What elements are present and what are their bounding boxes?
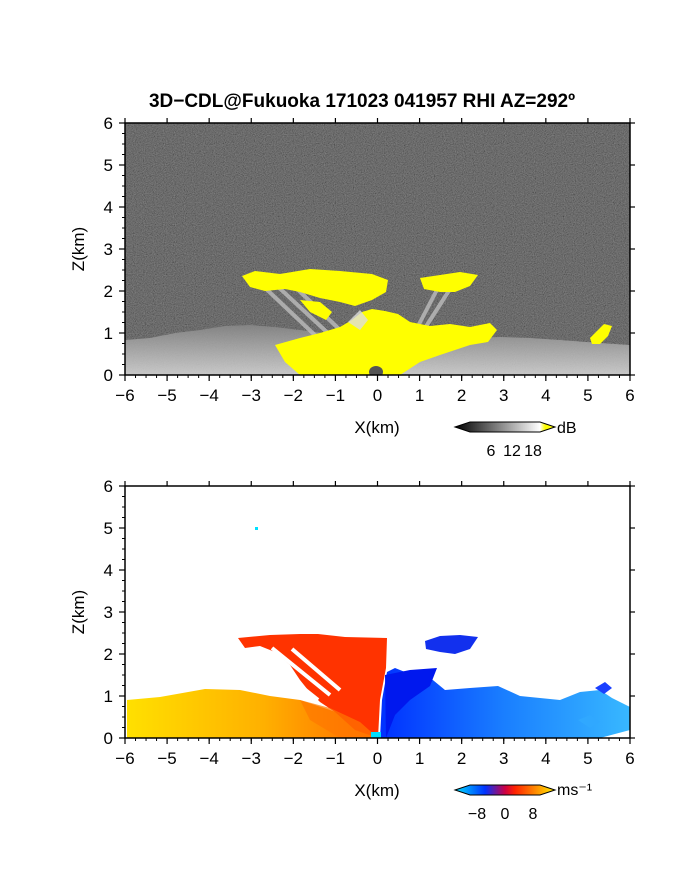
- y-tick-label: 1: [104, 687, 113, 706]
- y-tick-label: 6: [104, 114, 113, 133]
- x-tick-label: −4: [199, 749, 218, 768]
- x-tick-label: −3: [242, 749, 261, 768]
- y-tick-label: 3: [104, 603, 113, 622]
- x-tick-label: 6: [625, 386, 634, 405]
- x-tick-label: 3: [499, 749, 508, 768]
- velocity-heatmap: [125, 486, 630, 738]
- velocity-gaps: [253, 646, 342, 702]
- x-tick-label: −6: [115, 386, 134, 405]
- chart-title: 3D−CDL@Fukuoka 171023 041957 RHI AZ=292º: [149, 91, 575, 112]
- colorbar-tick-label: 18: [524, 443, 542, 460]
- y-tick-label: 4: [104, 561, 113, 580]
- colorbar-tick-label: 6: [487, 443, 496, 460]
- velocity-x-label: X(km): [354, 781, 399, 800]
- positive-velocity-layer: [127, 689, 376, 738]
- x-tick-label: 4: [541, 749, 550, 768]
- x-tick-label: 1: [415, 386, 424, 405]
- velocity-panel: −6 −5 −4 −3 −2 −1 0 1 2 3 4 5 6 0 1 2 3 4 5 6 X(km) Z(km) m…: [69, 477, 635, 823]
- x-tick-label: −1: [326, 386, 345, 405]
- x-tick-label: 1: [415, 749, 424, 768]
- y-tick-label: 2: [104, 645, 113, 664]
- x-tick-label: 4: [541, 386, 550, 405]
- upper-layer-left-echo: [242, 269, 388, 306]
- velocity-colorbar: ms⁻¹ −8 0 8: [453, 782, 592, 823]
- y-tick-label: 5: [104, 156, 113, 175]
- y-tick-label: 2: [104, 282, 113, 301]
- x-tick-label: 5: [583, 386, 592, 405]
- x-tick-label: −3: [242, 386, 261, 405]
- reflectivity-axes: −6 −5 −4 −3 −2 −1 0 1 2 3 4 5 6 0 1 2 3 4 5 6: [104, 114, 635, 405]
- velocity-axes: −6 −5 −4 −3 −2 −1 0 1 2 3 4 5 6 0 1 2 3 4 5 6: [104, 477, 635, 768]
- isolated-right-echo: [590, 324, 612, 344]
- y-tick-label: 3: [104, 240, 113, 259]
- negative-velocity-layer: [380, 668, 630, 738]
- x-tick-label: −4: [199, 386, 218, 405]
- x-tick-label: 3: [499, 386, 508, 405]
- x-tick-label: −5: [157, 749, 176, 768]
- upper-layer-right-echo: [420, 272, 478, 292]
- x-tick-label: 6: [625, 749, 634, 768]
- y-tick-label: 1: [104, 324, 113, 343]
- velocity-colorbar-unit: ms⁻¹: [557, 782, 592, 799]
- colorbar-tick-label: 12: [503, 443, 521, 460]
- y-tick-label: 0: [104, 729, 113, 748]
- reflectivity-y-label: Z(km): [69, 227, 88, 271]
- negative-upper-layer: [425, 635, 478, 654]
- x-tick-label: 5: [583, 749, 592, 768]
- x-tick-label: −5: [157, 386, 176, 405]
- x-tick-label: 2: [457, 749, 466, 768]
- isolated-point: [255, 527, 258, 530]
- reflectivity-x-label: X(km): [354, 418, 399, 437]
- y-tick-label: 0: [104, 366, 113, 385]
- x-tick-label: 2: [457, 386, 466, 405]
- reflectivity-colorbar-unit: dB: [557, 420, 577, 437]
- x-tick-label: −2: [284, 386, 303, 405]
- reflectivity-colorbar: dB 6 12 18: [453, 420, 577, 460]
- x-tick-label: −1: [326, 749, 345, 768]
- y-tick-label: 6: [104, 477, 113, 496]
- central-strong-echo: [275, 309, 497, 375]
- x-tick-label: 0: [373, 386, 382, 405]
- x-tick-label: 0: [373, 749, 382, 768]
- positive-velocity-core: [238, 634, 387, 738]
- reflectivity-heatmap: [125, 123, 630, 375]
- x-tick-label: −2: [284, 749, 303, 768]
- y-tick-label: 4: [104, 198, 113, 217]
- x-tick-label: −6: [115, 749, 134, 768]
- colorbar-tick-label: 8: [529, 806, 538, 823]
- y-tick-label: 5: [104, 519, 113, 538]
- colorbar-tick-label: 0: [501, 806, 510, 823]
- velocity-y-label: Z(km): [69, 590, 88, 634]
- colorbar-tick-label: −8: [468, 806, 486, 823]
